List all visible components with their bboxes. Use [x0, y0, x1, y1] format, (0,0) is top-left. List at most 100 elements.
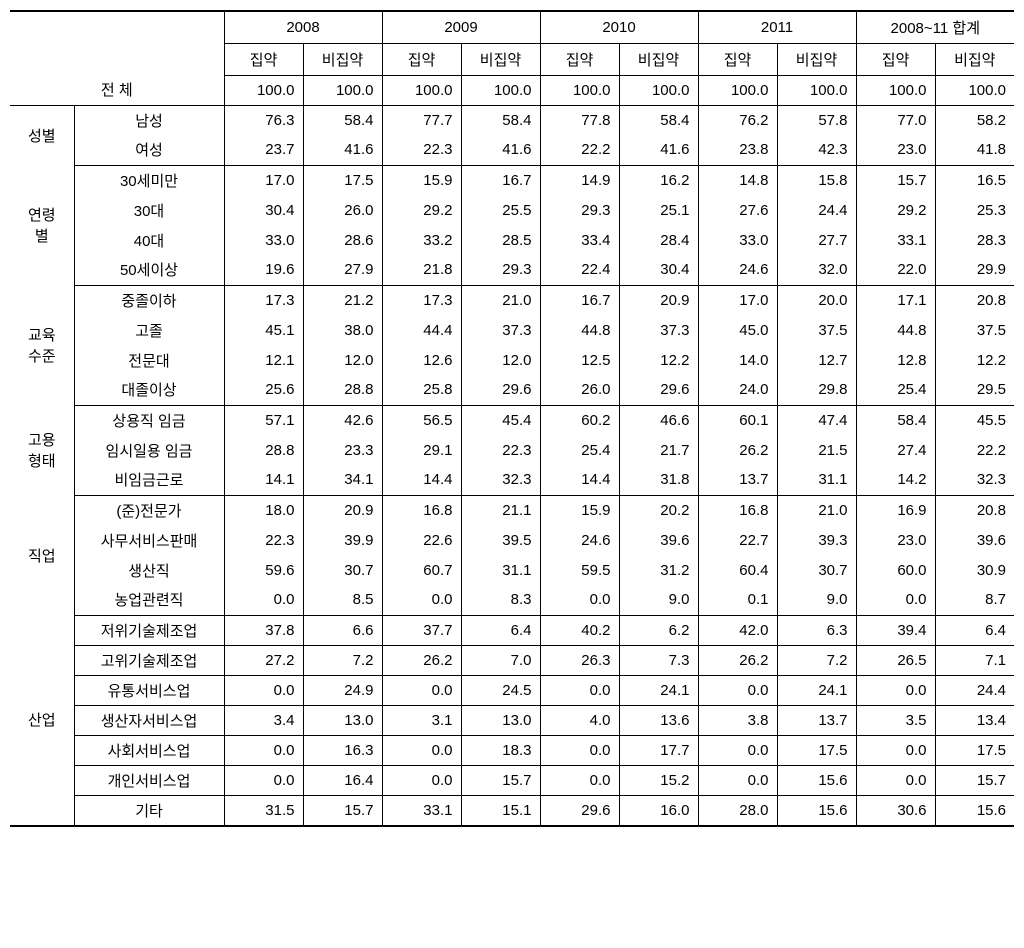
row-label: 개인서비스업 [74, 765, 224, 795]
data-cell: 44.8 [540, 315, 619, 345]
data-cell: 60.4 [698, 555, 777, 585]
subcol-header: 집약 [224, 43, 303, 75]
data-cell: 8.5 [303, 585, 382, 615]
data-cell: 14.2 [856, 465, 935, 495]
total-cell: 100.0 [303, 75, 382, 105]
row-label: 사무서비스판매 [74, 525, 224, 555]
data-cell: 14.4 [540, 465, 619, 495]
data-cell: 15.8 [777, 165, 856, 195]
data-cell: 14.0 [698, 345, 777, 375]
data-cell: 22.6 [382, 525, 461, 555]
data-cell: 15.7 [303, 795, 382, 826]
row-label: 40대 [74, 225, 224, 255]
data-cell: 15.9 [382, 165, 461, 195]
data-cell: 0.0 [856, 585, 935, 615]
total-cell: 100.0 [382, 75, 461, 105]
data-cell: 40.2 [540, 615, 619, 645]
data-cell: 29.2 [856, 195, 935, 225]
data-cell: 21.5 [777, 435, 856, 465]
data-cell: 76.2 [698, 105, 777, 135]
data-cell: 59.5 [540, 555, 619, 585]
data-cell: 17.1 [856, 285, 935, 315]
subcol-header: 비집약 [303, 43, 382, 75]
row-label: 30대 [74, 195, 224, 225]
data-cell: 27.4 [856, 435, 935, 465]
data-cell: 24.5 [461, 675, 540, 705]
data-cell: 24.9 [303, 675, 382, 705]
total-cell: 100.0 [461, 75, 540, 105]
data-cell: 14.9 [540, 165, 619, 195]
data-cell: 25.1 [619, 195, 698, 225]
data-cell: 28.0 [698, 795, 777, 826]
data-cell: 27.7 [777, 225, 856, 255]
data-cell: 21.1 [461, 495, 540, 525]
total-cell: 100.0 [856, 75, 935, 105]
data-cell: 17.0 [698, 285, 777, 315]
data-cell: 25.4 [856, 375, 935, 405]
data-cell: 13.4 [935, 705, 1014, 735]
data-cell: 37.3 [619, 315, 698, 345]
data-cell: 26.0 [303, 195, 382, 225]
group-header: 연령별 [10, 165, 74, 285]
data-cell: 24.4 [935, 675, 1014, 705]
subcol-header: 집약 [382, 43, 461, 75]
data-cell: 24.1 [777, 675, 856, 705]
row-label: 생산직 [74, 555, 224, 585]
subcol-header: 집약 [856, 43, 935, 75]
subcol-header: 집약 [698, 43, 777, 75]
data-cell: 29.9 [935, 255, 1014, 285]
data-cell: 37.5 [935, 315, 1014, 345]
data-cell: 13.0 [303, 705, 382, 735]
row-label: 임시일용 임금 [74, 435, 224, 465]
data-cell: 31.2 [619, 555, 698, 585]
data-cell: 39.3 [777, 525, 856, 555]
data-cell: 0.0 [698, 735, 777, 765]
data-cell: 31.1 [777, 465, 856, 495]
subcol-header: 비집약 [619, 43, 698, 75]
data-cell: 12.7 [777, 345, 856, 375]
group-header: 성별 [10, 105, 74, 165]
data-cell: 31.5 [224, 795, 303, 826]
row-label: 저위기술제조업 [74, 615, 224, 645]
data-cell: 22.7 [698, 525, 777, 555]
data-cell: 9.0 [777, 585, 856, 615]
data-cell: 0.1 [698, 585, 777, 615]
total-cell: 100.0 [698, 75, 777, 105]
data-cell: 15.6 [777, 795, 856, 826]
data-cell: 42.0 [698, 615, 777, 645]
data-cell: 28.8 [303, 375, 382, 405]
data-cell: 17.7 [619, 735, 698, 765]
data-cell: 22.3 [382, 135, 461, 165]
data-cell: 20.9 [303, 495, 382, 525]
data-cell: 29.3 [461, 255, 540, 285]
data-cell: 16.9 [856, 495, 935, 525]
data-cell: 31.8 [619, 465, 698, 495]
data-cell: 28.3 [935, 225, 1014, 255]
row-label: (준)전문가 [74, 495, 224, 525]
data-cell: 21.0 [461, 285, 540, 315]
data-cell: 16.7 [461, 165, 540, 195]
data-cell: 0.0 [698, 675, 777, 705]
data-cell: 0.0 [224, 765, 303, 795]
row-label: 유통서비스업 [74, 675, 224, 705]
data-cell: 30.9 [935, 555, 1014, 585]
data-cell: 77.0 [856, 105, 935, 135]
data-cell: 57.1 [224, 405, 303, 435]
data-cell: 21.7 [619, 435, 698, 465]
data-cell: 22.3 [224, 525, 303, 555]
data-cell: 58.4 [619, 105, 698, 135]
data-cell: 41.8 [935, 135, 1014, 165]
data-cell: 29.6 [461, 375, 540, 405]
data-cell: 37.5 [777, 315, 856, 345]
data-cell: 13.0 [461, 705, 540, 735]
data-cell: 0.0 [382, 585, 461, 615]
data-cell: 41.6 [461, 135, 540, 165]
data-cell: 6.4 [461, 615, 540, 645]
data-cell: 22.2 [935, 435, 1014, 465]
data-cell: 8.7 [935, 585, 1014, 615]
data-cell: 30.7 [303, 555, 382, 585]
data-cell: 39.4 [856, 615, 935, 645]
data-cell: 14.8 [698, 165, 777, 195]
row-label: 고위기술제조업 [74, 645, 224, 675]
data-cell: 26.0 [540, 375, 619, 405]
